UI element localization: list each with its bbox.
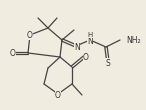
- Text: N: N: [74, 42, 80, 51]
- Text: O: O: [55, 91, 61, 100]
- Text: H: H: [87, 32, 93, 38]
- Text: O: O: [27, 30, 33, 39]
- Text: O: O: [83, 52, 89, 61]
- Text: NH₂: NH₂: [126, 36, 141, 45]
- Text: N: N: [87, 37, 93, 46]
- Text: O: O: [10, 49, 16, 58]
- Text: S: S: [106, 59, 110, 68]
